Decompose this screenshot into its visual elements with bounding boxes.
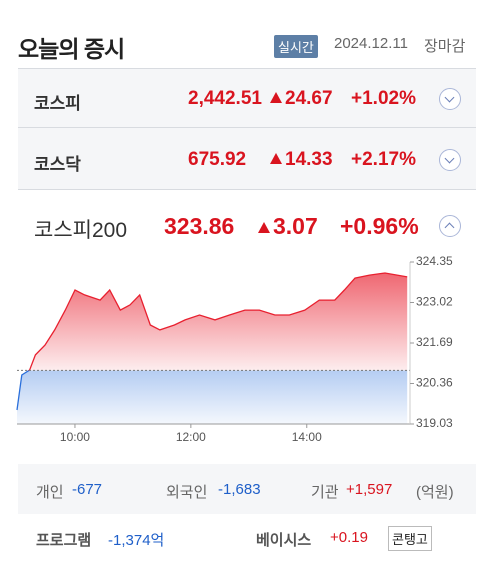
unit: (억원) — [416, 484, 454, 501]
y-tick-label: 324.35 — [416, 254, 453, 268]
up-icon — [258, 222, 270, 233]
price-line — [16, 272, 408, 411]
index-row[interactable]: 코스피 2,442.51 24.67 +1.02% — [18, 69, 476, 128]
basis-label: 베이시스 — [256, 532, 312, 549]
index-value: 675.92 — [188, 149, 247, 170]
investor-value: -677 — [72, 481, 103, 498]
y-tick-label: 321.69 — [416, 335, 453, 349]
index-rate: +1.02% — [351, 88, 416, 109]
x-tick-label: 10:00 — [60, 430, 90, 444]
index-value: 2,442.51 — [188, 88, 262, 109]
index-list: 코스피 2,442.51 24.67 +1.02% 코스닥 675.92 14.… — [18, 68, 476, 190]
investor-label: 기관 — [311, 484, 339, 501]
intraday-chart: 319.03 320.36 321.69 323.02 324.35 10:00 12:00… — [16, 254, 453, 444]
featured-value: 323.86 — [164, 213, 235, 239]
collapse-button[interactable] — [439, 215, 461, 237]
x-tick-label: 14:00 — [292, 430, 322, 444]
featured-name: 코스피200 — [34, 219, 127, 242]
investor-value: +1,597 — [346, 481, 393, 498]
index-name: 코스피 — [34, 94, 81, 113]
date: 2024.12.11 — [334, 35, 408, 52]
realtime-badge: 실시간 — [274, 35, 318, 58]
index-name: 코스닥 — [34, 155, 81, 174]
basis-state[interactable]: 콘탱고 — [388, 526, 432, 551]
investor-label: 외국인 — [166, 484, 208, 501]
widget-title: 오늘의 증시 — [18, 36, 125, 62]
investor-row: 개인 -677 외국인 -1,683 기관 +1,597 (억원) — [18, 464, 476, 514]
up-icon — [270, 153, 282, 164]
program-value: -1,374억 — [108, 532, 165, 549]
expand-button[interactable] — [439, 88, 461, 110]
up-icon — [270, 92, 282, 103]
index-change: 14.33 — [285, 149, 333, 170]
program-label: 프로그램 — [36, 532, 92, 549]
featured-change: 3.07 — [273, 213, 318, 239]
investor-value: -1,683 — [218, 481, 261, 498]
expand-button[interactable] — [439, 149, 461, 171]
index-row[interactable]: 코스닥 675.92 14.33 +2.17% — [18, 128, 476, 190]
investor-label: 개인 — [36, 484, 64, 501]
area — [17, 273, 408, 424]
y-tick-label: 319.03 — [416, 416, 453, 430]
featured-rate: +0.96% — [340, 213, 419, 239]
index-rate: +2.17% — [351, 149, 416, 170]
y-tick-label: 320.36 — [416, 376, 453, 390]
market-status: 장마감 — [424, 38, 466, 55]
x-tick-label: 12:00 — [176, 430, 206, 444]
index-change: 24.67 — [285, 88, 333, 109]
y-tick-label: 323.02 — [416, 295, 453, 309]
basis-value: +0.19 — [330, 529, 368, 546]
